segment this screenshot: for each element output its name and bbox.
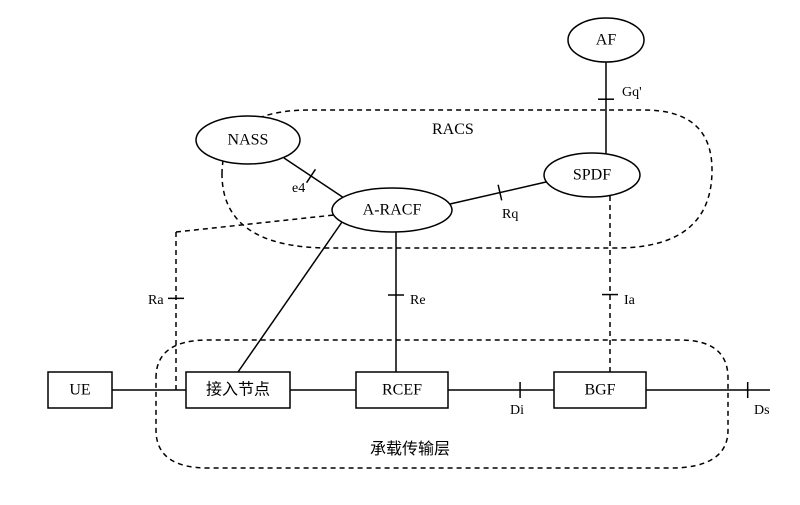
edge-af_spdf-label: Gq' bbox=[622, 85, 642, 100]
edge-ra_right bbox=[176, 215, 334, 232]
edge-bgf_out-label: Ds bbox=[754, 403, 770, 418]
af-label: AF bbox=[596, 32, 617, 49]
racs-diagram: RACS 承载传输层 Gq' e4 Rq Ra Re Ia Di Ds AF NASS SPDF A-RA… bbox=[0, 0, 800, 505]
edge-nass_aracf-tick bbox=[307, 169, 316, 182]
edge-spdf_bgf-label: Ia bbox=[624, 293, 636, 308]
edge-nass_aracf-label: e4 bbox=[292, 181, 305, 196]
edge-spdf_aracf-label: Rq bbox=[502, 207, 518, 222]
edge-ra_up-label: Ra bbox=[148, 293, 164, 308]
spdf-label: SPDF bbox=[573, 167, 611, 184]
bgf-label: BGF bbox=[584, 382, 615, 399]
racs-container-label: RACS bbox=[432, 121, 474, 138]
nass-label: NASS bbox=[228, 132, 269, 149]
ue-label: UE bbox=[69, 382, 90, 399]
aracf-label: A-RACF bbox=[363, 202, 422, 219]
rcef-label: RCEF bbox=[382, 382, 422, 399]
edge-aracf_rcef-label: Re bbox=[410, 293, 426, 308]
edge-rcef_bgf-label: Di bbox=[510, 403, 524, 418]
transport-container-label: 承载传输层 bbox=[370, 440, 450, 458]
access-label: 接入节点 bbox=[206, 381, 270, 399]
